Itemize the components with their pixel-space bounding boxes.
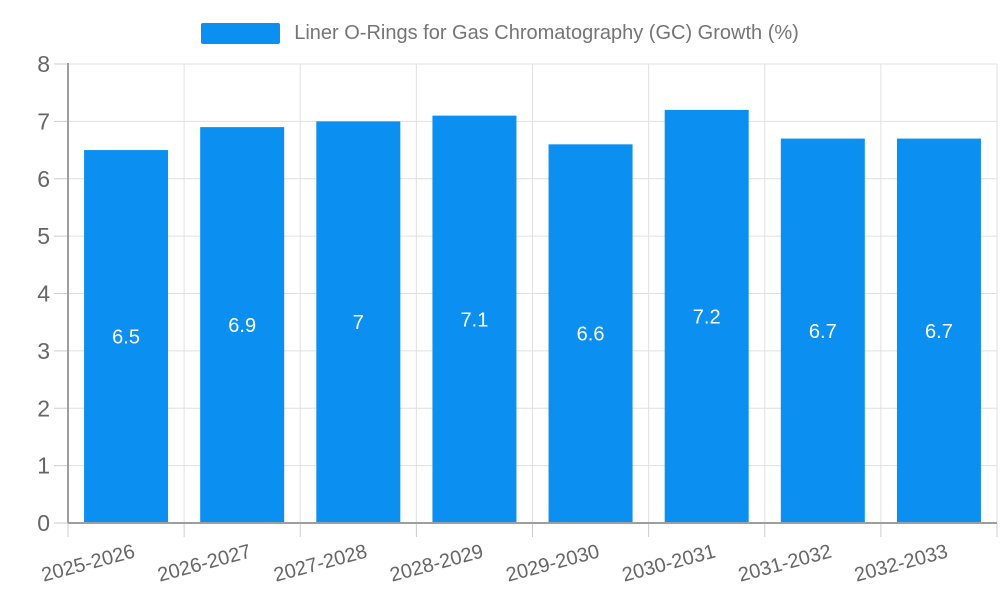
x-axis-tick-label: 2030-2031 — [620, 541, 718, 587]
bar[interactable] — [664, 109, 749, 524]
y-axis-tick-label: 0 — [37, 510, 50, 536]
x-axis-tick-label: 2031-2032 — [736, 541, 834, 587]
bar[interactable] — [316, 121, 401, 523]
y-axis-tick-label: 6 — [37, 166, 50, 192]
y-axis-tick-label: 8 — [37, 51, 50, 77]
x-axis-tick-label: 2026-2027 — [155, 541, 253, 587]
legend-label: Liner O-Rings for Gas Chromatography (GC… — [294, 22, 799, 44]
y-axis-tick-label: 7 — [37, 108, 50, 134]
bar[interactable] — [780, 138, 865, 523]
bar-value-label: 6.7 — [809, 321, 837, 343]
bar-value-label: 7.2 — [693, 306, 721, 328]
y-axis-tick-label: 5 — [37, 223, 50, 249]
x-axis-tick-label: 2028-2029 — [388, 541, 486, 587]
bar[interactable] — [432, 115, 517, 523]
legend-swatch — [201, 23, 281, 44]
chart-legend[interactable]: Liner O-Rings for Gas Chromatography (GC… — [0, 22, 1000, 45]
x-axis-tick-label: 2032-2033 — [852, 541, 950, 587]
x-axis-tick-label: 2027-2028 — [272, 541, 370, 587]
y-axis-tick-label: 2 — [37, 395, 50, 421]
bar[interactable] — [548, 144, 633, 523]
bar-value-label: 6.6 — [577, 324, 605, 346]
x-axis-tick-label: 2025-2026 — [39, 541, 137, 587]
bar[interactable] — [896, 138, 981, 523]
bar-value-label: 6.5 — [112, 327, 140, 349]
bar-value-label: 6.9 — [228, 315, 256, 337]
bar[interactable] — [84, 150, 169, 523]
bar[interactable] — [200, 127, 285, 524]
x-axis-tick-label: 2029-2030 — [504, 541, 602, 587]
y-axis-tick-label: 3 — [37, 338, 50, 364]
y-axis-tick-label: 1 — [37, 453, 50, 479]
bar-value-label: 7 — [353, 312, 364, 334]
y-axis-tick-label: 4 — [37, 281, 50, 307]
bar-value-label: 7.1 — [461, 309, 489, 331]
bar-value-label: 6.7 — [925, 321, 953, 343]
